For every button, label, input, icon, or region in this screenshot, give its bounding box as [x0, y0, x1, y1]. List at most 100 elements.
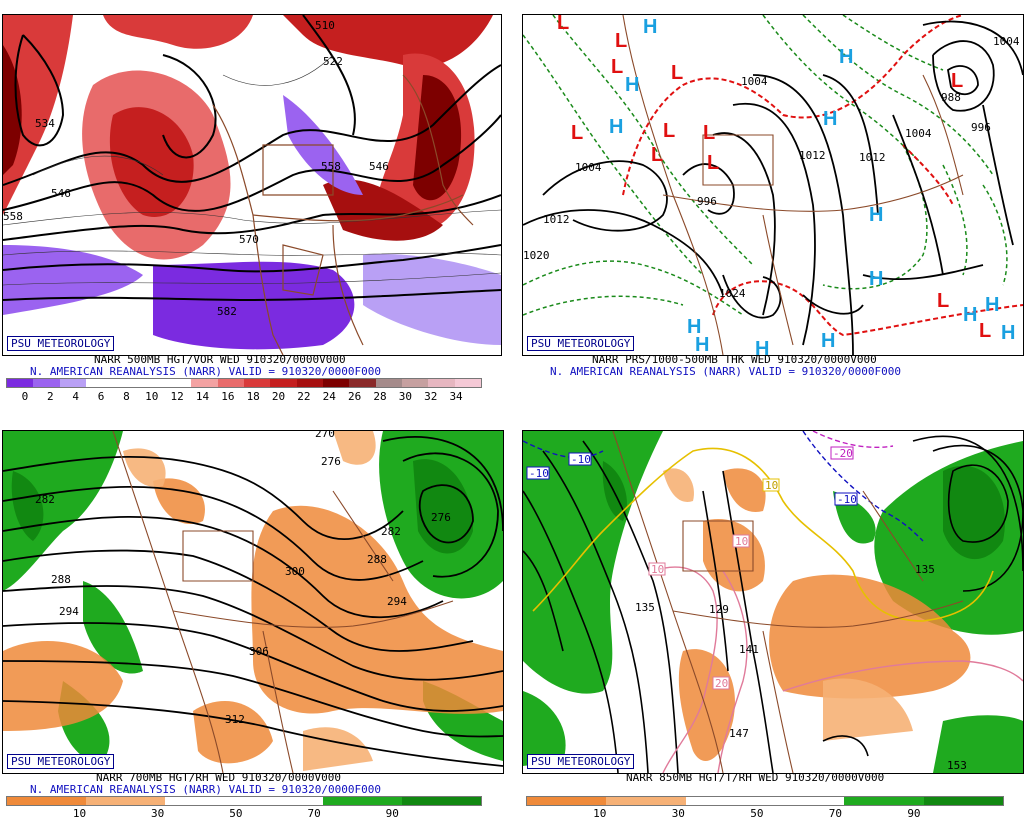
- scale-swatch: [164, 379, 192, 387]
- psu-meteorology-badge: PSU METEOROLOGY: [7, 336, 115, 351]
- svg-text:147: 147: [729, 727, 749, 740]
- svg-text:-10: -10: [837, 493, 857, 506]
- svg-text:10: 10: [735, 535, 748, 548]
- scale-swatch: [217, 379, 244, 387]
- scale-swatch: [7, 379, 34, 387]
- psu-meteorology-badge: PSU METEOROLOGY: [527, 336, 635, 351]
- rh850-color-scale: [526, 796, 1004, 806]
- svg-text:L: L: [937, 290, 949, 312]
- vorticity-color-scale: [6, 378, 482, 388]
- svg-text:288: 288: [51, 573, 71, 586]
- scale-tick-label: 10: [593, 807, 607, 820]
- svg-text:135: 135: [635, 601, 655, 614]
- scale-swatch: [527, 797, 607, 805]
- svg-text:H: H: [963, 304, 977, 326]
- svg-text:L: L: [651, 144, 663, 166]
- svg-text:-10: -10: [571, 453, 591, 466]
- svg-text:558: 558: [321, 160, 341, 173]
- svg-text:L: L: [611, 56, 623, 78]
- scale-tick-label: 90: [907, 807, 921, 820]
- scale-tick-label: 90: [385, 807, 399, 820]
- panel-700mb-valid: N. AMERICAN REANALYSIS (NARR) VALID = 91…: [30, 783, 381, 796]
- vorticity-scale-ticks: 0 2 4 6 8 10 12 14 16 18 20 22 24 26 28 30 32 34: [6, 391, 480, 403]
- svg-text:10: 10: [765, 479, 778, 492]
- panel-pressure-valid: N. AMERICAN REANALYSIS (NARR) VALID = 91…: [550, 365, 901, 378]
- scale-swatch: [606, 797, 686, 805]
- svg-text:1004: 1004: [575, 161, 602, 174]
- svg-text:10: 10: [651, 563, 664, 576]
- svg-text:L: L: [703, 122, 715, 144]
- scale-tick-label: 12: [170, 390, 184, 403]
- svg-text:1012: 1012: [859, 151, 886, 164]
- svg-text:H: H: [821, 330, 835, 352]
- panel-850mb-title: NARR 850MB HGT/T/RH WED 910320/0000V000: [626, 771, 885, 784]
- svg-text:129: 129: [709, 603, 729, 616]
- svg-text:20: 20: [715, 677, 728, 690]
- scale-tick-label: 20: [271, 390, 286, 403]
- svg-text:300: 300: [285, 565, 305, 578]
- panel-500mb-valid: N. AMERICAN REANALYSIS (NARR) VALID = 91…: [30, 365, 381, 378]
- scale-swatch: [296, 379, 323, 387]
- scale-swatch: [112, 379, 139, 387]
- svg-text:H: H: [1001, 322, 1015, 344]
- scale-swatch: [375, 379, 402, 387]
- svg-text:1012: 1012: [543, 213, 570, 226]
- scale-tick-label: 0: [21, 390, 29, 403]
- scale-tick-label: 8: [123, 390, 130, 403]
- panel-500mb-vorticity: 534 546 558 570 582 510 522 546 558 PSU …: [0, 0, 512, 410]
- svg-text:582: 582: [217, 305, 237, 318]
- scale-swatch: [244, 797, 323, 805]
- scale-swatch: [923, 797, 1003, 805]
- scale-swatch: [454, 379, 481, 387]
- svg-text:-20: -20: [833, 447, 853, 460]
- scale-tick-label: 14: [195, 390, 210, 403]
- svg-text:282: 282: [35, 493, 55, 506]
- panel-pressure-thickness: 1004 1012 1020 996 1004 1012 1012 1024 1…: [512, 0, 1024, 410]
- svg-text:270: 270: [315, 431, 335, 440]
- svg-text:H: H: [695, 334, 709, 355]
- scale-swatch: [86, 797, 165, 805]
- scale-swatch: [138, 379, 165, 387]
- svg-text:1024: 1024: [719, 287, 746, 300]
- scale-swatch: [322, 379, 350, 387]
- svg-text:1004: 1004: [741, 75, 768, 88]
- svg-text:546: 546: [51, 187, 71, 200]
- scale-tick-label: 26: [348, 390, 362, 403]
- svg-text:H: H: [839, 46, 853, 68]
- svg-text:294: 294: [59, 605, 79, 618]
- panel-pressure-title: NARR PRS/1000-500MB THK WED 910320/0000V…: [592, 353, 877, 366]
- svg-text:522: 522: [323, 55, 343, 68]
- scale-swatch: [323, 797, 402, 805]
- svg-text:H: H: [985, 294, 999, 316]
- scale-tick-label: 70: [828, 807, 843, 820]
- rh850-map-graphic: 135 129 141 147 153 135 -10 -10 -10 -20 …: [523, 431, 1023, 773]
- svg-text:H: H: [823, 108, 837, 130]
- svg-text:L: L: [615, 30, 627, 52]
- svg-text:L: L: [557, 15, 569, 34]
- svg-text:306: 306: [249, 645, 269, 658]
- svg-text:276: 276: [321, 455, 341, 468]
- scale-swatch: [7, 797, 86, 805]
- psu-meteorology-badge: PSU METEOROLOGY: [527, 754, 635, 769]
- svg-text:1004: 1004: [905, 127, 932, 140]
- svg-text:153: 153: [947, 759, 967, 772]
- psu-meteorology-badge: PSU METEOROLOGY: [7, 754, 115, 769]
- svg-text:282: 282: [381, 525, 401, 538]
- scale-swatch: [764, 797, 845, 805]
- scale-swatch: [243, 379, 271, 387]
- svg-text:L: L: [663, 120, 675, 142]
- scale-swatch: [402, 797, 481, 805]
- svg-text:276: 276: [431, 511, 451, 524]
- svg-text:312: 312: [225, 713, 245, 726]
- scale-tick-label: 30: [151, 807, 165, 820]
- svg-text:L: L: [979, 320, 991, 342]
- scale-tick-label: 50: [229, 807, 243, 820]
- scale-swatch: [270, 379, 297, 387]
- panel-500mb-title: NARR 500MB HGT/VOR WED 910320/0000V000: [94, 353, 346, 366]
- svg-text:546: 546: [369, 160, 389, 173]
- map-850mb: 135 129 141 147 153 135 -10 -10 -10 -20 …: [522, 430, 1024, 774]
- svg-text:534: 534: [35, 117, 55, 130]
- svg-text:996: 996: [697, 195, 717, 208]
- svg-text:L: L: [671, 62, 683, 84]
- svg-text:H: H: [609, 116, 623, 138]
